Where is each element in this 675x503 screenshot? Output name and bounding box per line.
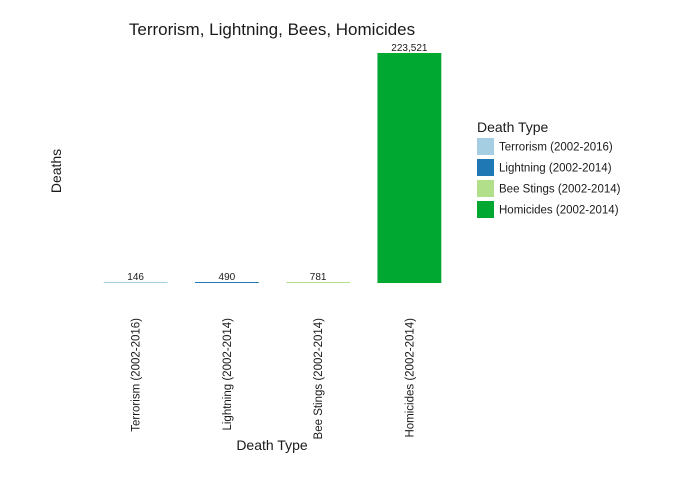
x-axis-title: Death Type xyxy=(236,437,308,453)
legend-label-0: Terrorism (2002-2016) xyxy=(499,142,613,154)
y-axis-title: Deaths xyxy=(48,149,64,193)
legend-label-3: Homicides (2002-2014) xyxy=(499,205,619,217)
legend-swatch-3 xyxy=(477,201,494,218)
chart-title: Terrorism, Lightning, Bees, Homicides xyxy=(129,20,415,39)
legend-swatch-2 xyxy=(477,180,494,197)
data-label-1: 490 xyxy=(219,272,236,283)
data-label-0: 146 xyxy=(127,272,144,283)
legend-label-1: Lightning (2002-2014) xyxy=(499,163,612,175)
data-label-3: 223,521 xyxy=(391,43,428,54)
bars-layer xyxy=(103,53,442,283)
bar-2 xyxy=(286,282,351,283)
x-tick-label-1: Lightning (2002-2014) xyxy=(222,318,234,431)
legend-label-2: Bee Stings (2002-2014) xyxy=(499,184,621,196)
bar-1 xyxy=(194,282,259,283)
bar-3 xyxy=(377,53,442,283)
x-tick-labels-layer: Terrorism (2002-2016) Lightning (2002-201… xyxy=(131,318,417,440)
legend-swatch-0 xyxy=(477,138,494,155)
bar-0 xyxy=(103,282,168,283)
x-tick-label-3: Homicides (2002-2014) xyxy=(404,318,416,438)
x-tick-label-2: Bee Stings (2002-2014) xyxy=(313,318,325,440)
data-labels-layer: 146 490 781 223,521 xyxy=(127,43,428,283)
legend: Death Type Terrorism (2002-2016) Lightnin… xyxy=(477,119,621,218)
legend-swatch-1 xyxy=(477,159,494,176)
x-tick-label-0: Terrorism (2002-2016) xyxy=(131,318,143,432)
data-label-2: 781 xyxy=(310,272,327,283)
legend-title: Death Type xyxy=(477,119,549,135)
